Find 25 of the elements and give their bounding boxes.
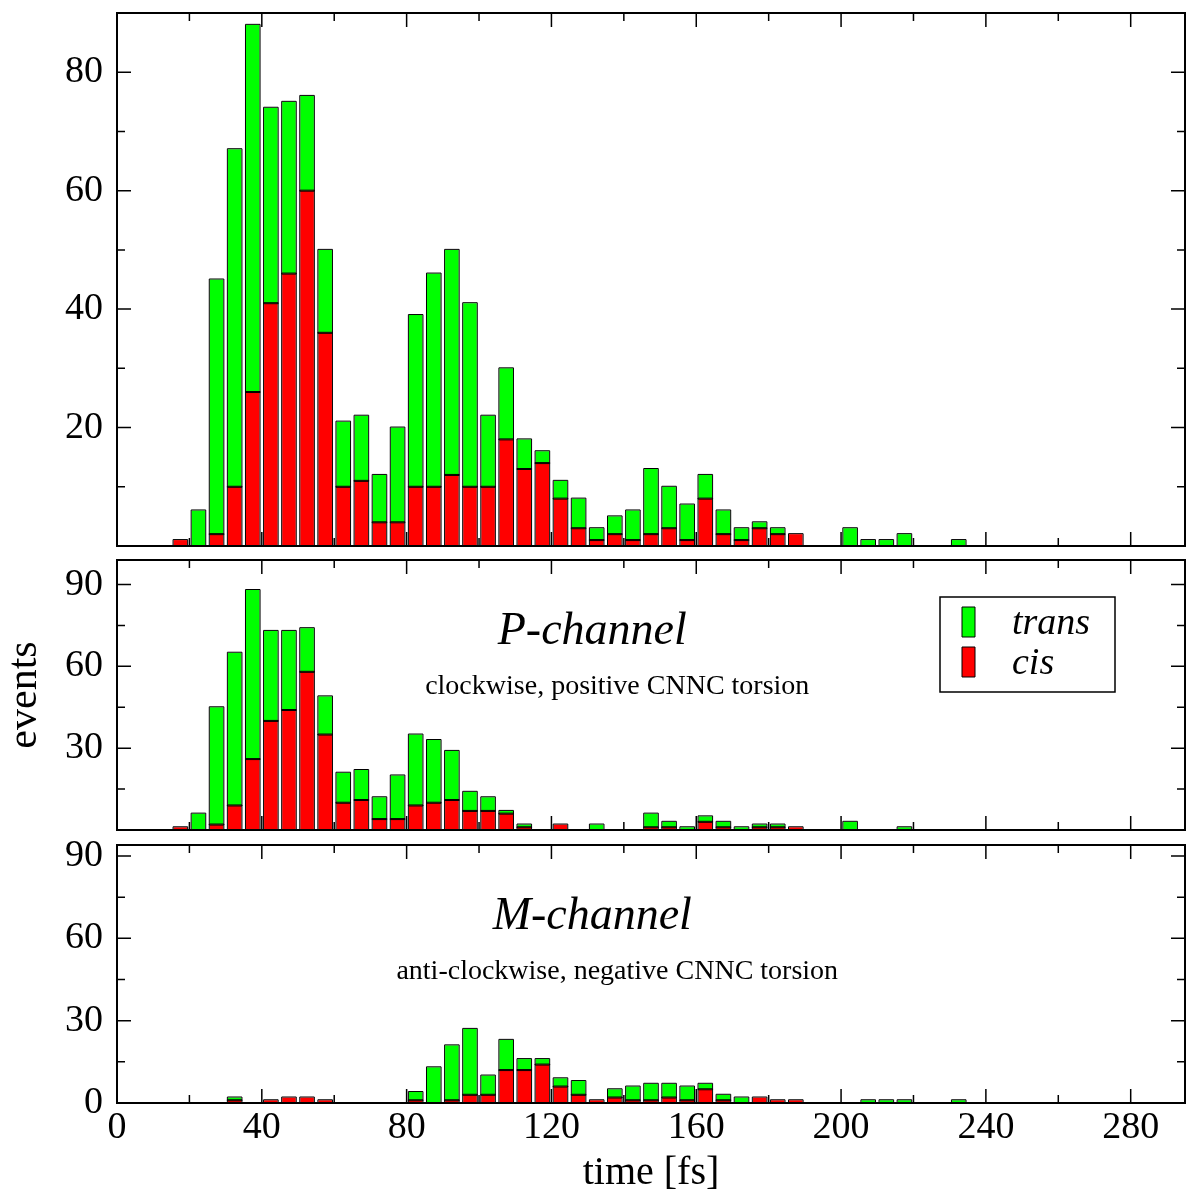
legend-label: trans [1012, 600, 1091, 642]
y-tick-label: 40 [65, 285, 103, 328]
x-tick-label: 40 [242, 1103, 281, 1146]
text: clockwise, positive CNNC torsion [425, 669, 810, 700]
x-tick-label: 280 [1102, 1103, 1160, 1146]
x-tick-label: 200 [812, 1103, 870, 1146]
text: anti-clockwise, negative CNNC torsion [396, 954, 839, 985]
text: M-channel [491, 888, 692, 939]
y-tick-label: 60 [65, 914, 103, 957]
y-tick-label: 90 [65, 831, 103, 874]
x-tick-label: 240 [957, 1103, 1015, 1146]
text: P-channel [496, 603, 687, 654]
y-tick-label: 60 [65, 642, 103, 685]
x-axis-title: time [fs] [582, 1147, 720, 1193]
y-tick-label: 80 [65, 48, 103, 91]
y-tick-label: 90 [65, 560, 103, 603]
y-tick-label: 60 [65, 166, 103, 209]
x-tick-label: 120 [522, 1103, 580, 1146]
y-tick-label: 30 [65, 724, 103, 767]
y-tick-label: 30 [65, 996, 103, 1039]
x-tick-label: 160 [667, 1103, 725, 1146]
legend-label: cis [1012, 640, 1055, 682]
y-tick-label: 20 [65, 403, 103, 446]
x-tick-label: 80 [387, 1103, 426, 1146]
y-axis-title: events [0, 641, 46, 749]
